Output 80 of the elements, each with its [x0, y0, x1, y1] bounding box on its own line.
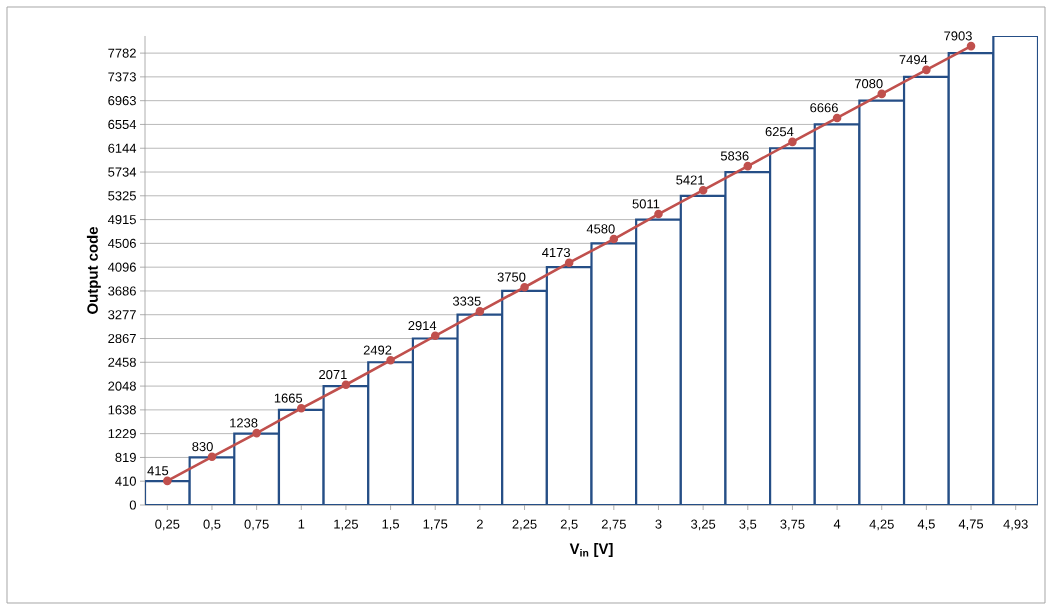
- x-tick-label: 1,75: [423, 519, 448, 531]
- data-label: 830: [192, 442, 213, 452]
- y-tick-label: 6554: [108, 119, 137, 130]
- x-tick-label: 1,5: [382, 519, 400, 531]
- y-tick-label: 2048: [108, 381, 136, 391]
- y-tick-label: 819: [115, 452, 136, 463]
- data-label: 7080: [854, 79, 883, 89]
- x-tick-label: 2: [476, 519, 483, 529]
- x-tick-label: 4,93: [1003, 519, 1028, 531]
- y-tick-label: 0: [129, 500, 136, 510]
- data-label: 5011: [632, 199, 660, 209]
- point: [609, 234, 619, 244]
- x-tick-label: 4,25: [869, 519, 894, 531]
- data-label: 3750: [497, 272, 526, 282]
- x-axis-title: V$_{in}$ [V]: [569, 543, 613, 557]
- y-tick-label: 6144: [108, 143, 137, 153]
- point: [877, 89, 887, 99]
- x-tick-label: 0,5: [203, 519, 221, 531]
- data-label: 415: [147, 466, 169, 476]
- x-tick-label: 3,25: [691, 519, 716, 531]
- data-label: 1238: [230, 418, 258, 428]
- y-tick-label: 4096: [107, 262, 136, 272]
- point: [296, 404, 306, 413]
- x-tick-label: 2,75: [601, 519, 626, 531]
- x-tick-label: 2,5: [560, 519, 578, 531]
- y-tick-label: 5325: [108, 191, 136, 201]
- y-tick-label: 2867: [108, 333, 136, 344]
- point: [475, 307, 485, 316]
- y-tick-label: 1638: [108, 405, 136, 415]
- data-label: 6254: [765, 127, 794, 137]
- point: [341, 380, 351, 390]
- y-tick-label: 7782: [108, 48, 136, 58]
- x-tick-label: 4,75: [958, 519, 984, 531]
- x-tick-label: 0,25: [155, 519, 180, 531]
- point: [788, 137, 797, 147]
- y-tick-label: 4915: [107, 215, 136, 225]
- x-tick-label: 4: [833, 519, 841, 529]
- data-label: 5421: [676, 175, 704, 185]
- data-label: 7494: [899, 55, 928, 65]
- y-tick-label: 2458: [108, 357, 136, 367]
- point: [252, 428, 261, 438]
- point: [430, 331, 440, 341]
- y-tick-label: 1229: [108, 429, 136, 439]
- point: [520, 282, 529, 292]
- data-label: 3335: [452, 296, 481, 306]
- data-label: 2914: [408, 321, 437, 331]
- data-label: 1665: [274, 393, 303, 403]
- data-label: 2071: [319, 369, 347, 380]
- y-tick-label: 5734: [108, 167, 137, 177]
- y-axis-title: Output code: [86, 227, 101, 314]
- point: [966, 41, 976, 51]
- x-tick-label: 4,5: [917, 519, 935, 531]
- point: [698, 185, 708, 195]
- data-label: 5836: [720, 151, 749, 161]
- point: [564, 258, 574, 267]
- y-tick-label: 3686: [108, 286, 136, 296]
- x-tick-label: 1: [298, 519, 305, 529]
- y-tick-label: 410: [115, 476, 136, 486]
- data-label: 7903: [944, 31, 972, 41]
- point: [386, 356, 395, 365]
- y-tick-label: 4506: [107, 238, 136, 248]
- data-label: 4580: [586, 224, 615, 234]
- point: [922, 65, 931, 75]
- data-label: 6666: [810, 103, 838, 113]
- point: [163, 476, 172, 486]
- y-tick-label: 7373: [108, 72, 136, 82]
- data-label: 2492: [363, 345, 392, 355]
- x-tick-label: 0,75: [244, 519, 269, 531]
- x-tick-label: 3: [655, 519, 662, 529]
- y-tick-label: 6963: [108, 96, 136, 106]
- x-tick-label: 1,25: [334, 519, 358, 531]
- y-tick-label: 3277: [108, 310, 136, 320]
- x-tick-label: 3,5: [739, 519, 757, 531]
- point: [832, 113, 842, 123]
- point: [207, 452, 217, 462]
- point: [654, 209, 663, 219]
- data-label: 4173: [542, 247, 570, 258]
- x-tick-label: 2,25: [512, 519, 537, 531]
- point: [743, 161, 753, 171]
- x-tick-label: 3,75: [780, 519, 805, 531]
